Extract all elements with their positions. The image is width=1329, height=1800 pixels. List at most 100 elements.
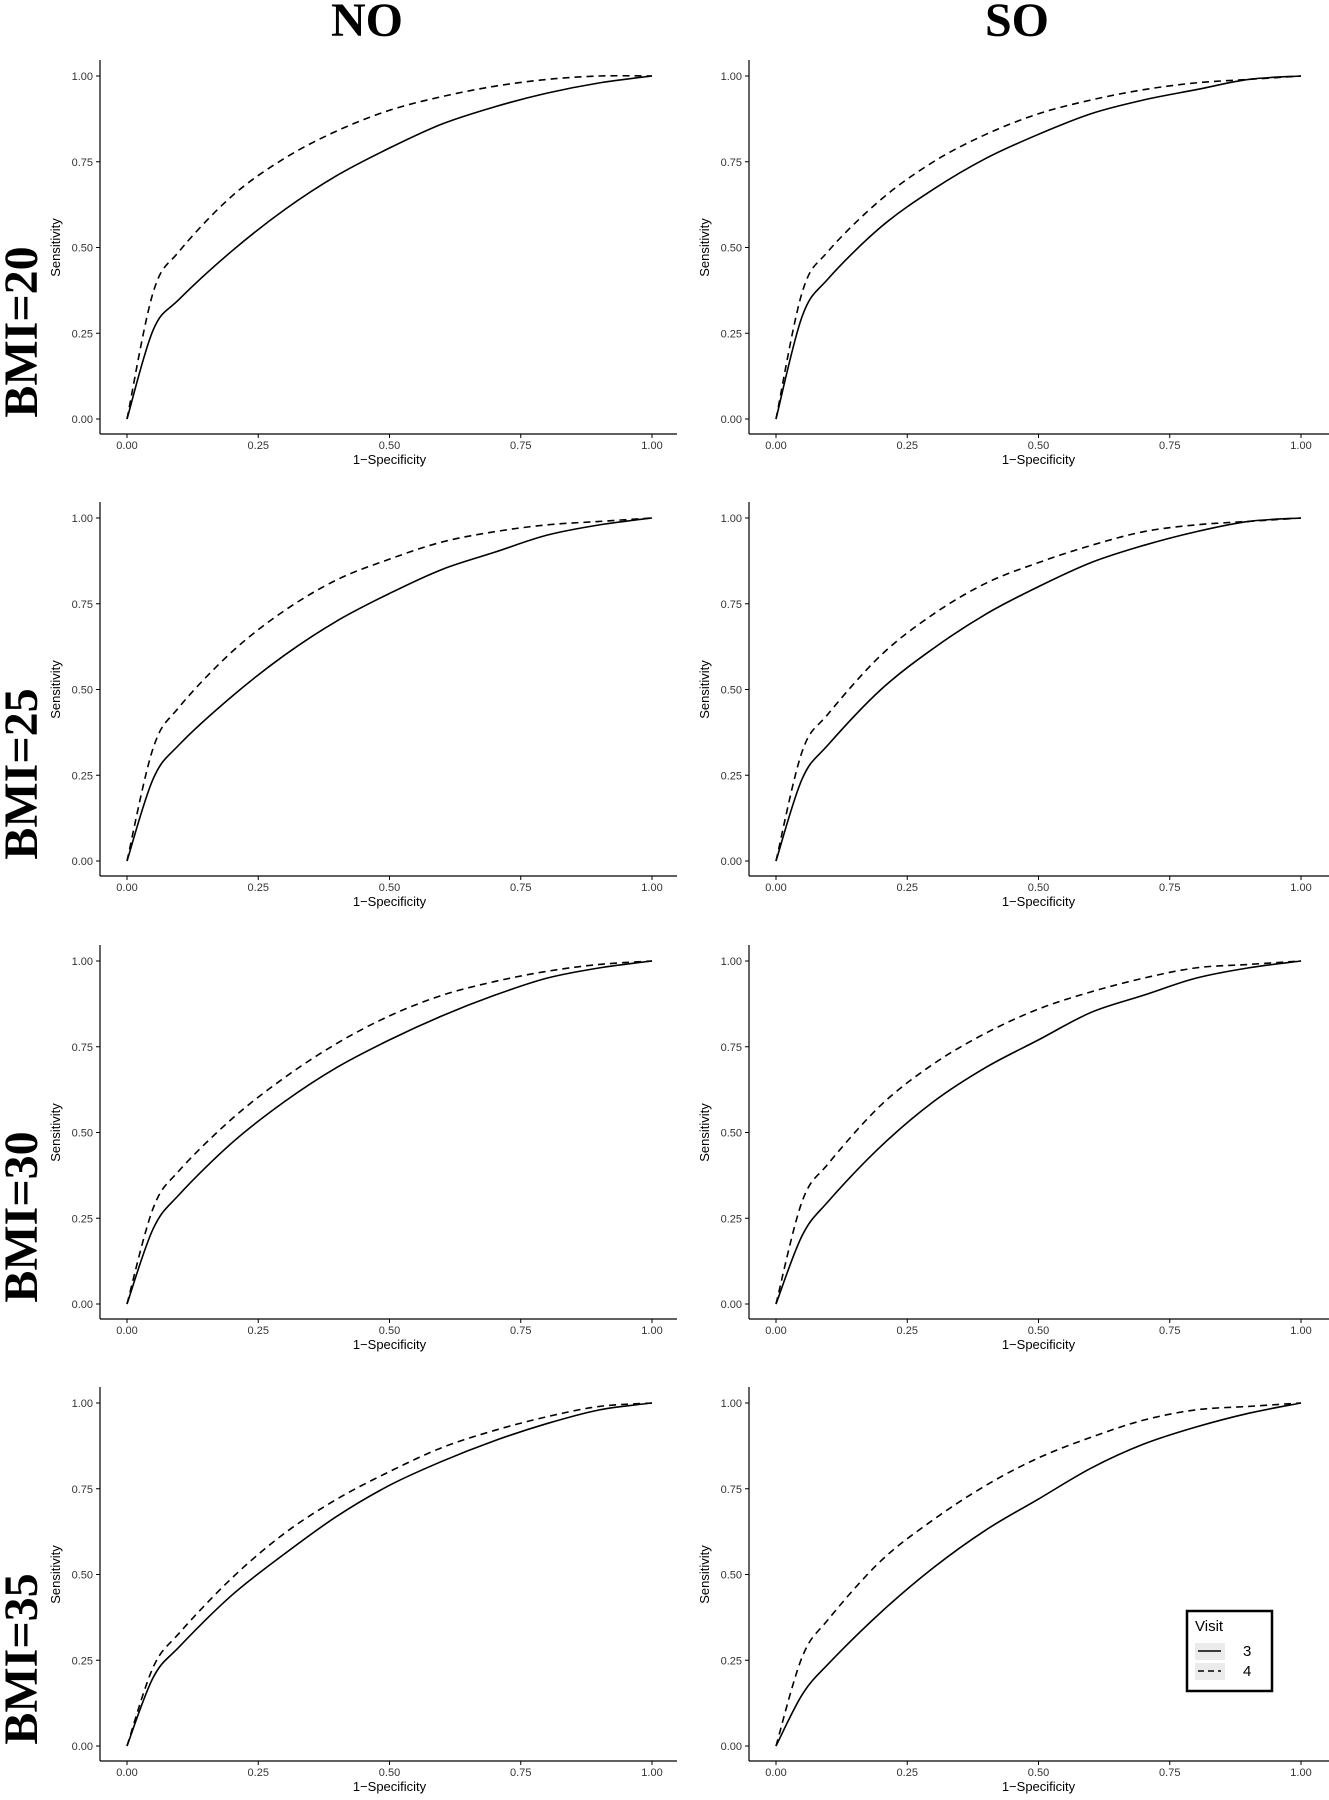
legend-label: 3 <box>1243 1643 1251 1660</box>
roc-curve-visit-4 <box>126 960 653 1305</box>
y-axis-title: Sensitivity <box>48 1103 63 1162</box>
y-tick-label: 0.00 <box>721 1741 742 1753</box>
x-tick-label: 0.75 <box>1159 882 1180 894</box>
y-tick-label: 1.00 <box>721 1398 742 1410</box>
x-tick-label: 0.25 <box>897 440 918 452</box>
row-title-bmi-25: BMI=25 <box>0 688 48 859</box>
panel-no-bmi-20: 0.00 0.25 0.50 0.75 1.00 0.00 0.25 0.50 0.75 1.00… <box>48 60 677 467</box>
x-tick-label: 0.75 <box>510 1325 531 1337</box>
y-tick-label: 0.75 <box>721 599 742 611</box>
roc-curve-visit-3 <box>775 960 1302 1305</box>
x-axis-title: 1−Specificity <box>353 894 427 909</box>
x-tick-label: 0.25 <box>897 1767 918 1779</box>
y-axis-title: Sensitivity <box>48 660 63 719</box>
y-tick-label: 0.25 <box>721 1655 742 1667</box>
x-tick-label: 0.75 <box>1159 1767 1180 1779</box>
roc-curve-visit-3 <box>126 1402 653 1747</box>
x-tick-label: 1.00 <box>1290 882 1311 894</box>
y-tick-label: 0.50 <box>72 243 93 255</box>
y-tick-label: 0.00 <box>721 414 742 426</box>
y-axis-title: Sensitivity <box>697 218 712 277</box>
y-tick-label: 0.25 <box>721 328 742 340</box>
y-tick-label: 0.50 <box>721 1570 742 1582</box>
y-axis-title: Sensitivity <box>697 1545 712 1604</box>
x-tick-label: 0.75 <box>510 1767 531 1779</box>
panel-no-bmi-25: 0.00 0.25 0.50 0.75 1.00 0.00 0.25 0.50 0.75 1.00… <box>48 502 677 909</box>
x-axis-title: 1−Specificity <box>353 1779 427 1794</box>
x-axis-title: 1−Specificity <box>1002 1779 1076 1794</box>
y-tick-label: 0.25 <box>72 1655 93 1667</box>
x-tick-label: 0.75 <box>1159 1325 1180 1337</box>
y-tick-label: 0.50 <box>721 243 742 255</box>
x-tick-label: 0.50 <box>1028 1767 1049 1779</box>
column-title-no: NO <box>331 0 403 47</box>
roc-curve-visit-3 <box>126 517 653 862</box>
y-tick-label: 0.75 <box>72 1484 93 1496</box>
x-tick-label: 0.50 <box>379 1767 400 1779</box>
y-tick-label: 0.75 <box>72 157 93 169</box>
panel-so-bmi-35: 0.00 0.25 0.50 0.75 1.00 0.00 0.25 0.50 0.75 1.00… <box>697 1387 1329 1794</box>
roc-curve-visit-4 <box>775 960 1302 1305</box>
x-tick-label: 0.00 <box>765 1767 786 1779</box>
roc-curve-visit-4 <box>126 517 653 862</box>
roc-curve-visit-4 <box>775 517 1302 862</box>
x-tick-label: 0.00 <box>116 1767 137 1779</box>
x-tick-label: 0.50 <box>1028 882 1049 894</box>
x-tick-label: 1.00 <box>1290 1767 1311 1779</box>
x-tick-label: 1.00 <box>641 1325 662 1337</box>
roc-curve-visit-4 <box>775 75 1302 420</box>
x-tick-label: 1.00 <box>1290 440 1311 452</box>
y-tick-label: 0.50 <box>72 1570 93 1582</box>
x-tick-label: 1.00 <box>641 882 662 894</box>
y-tick-label: 1.00 <box>72 513 93 525</box>
x-axis-title: 1−Specificity <box>1002 894 1076 909</box>
y-tick-label: 1.00 <box>721 513 742 525</box>
roc-curve-visit-4 <box>126 74 653 420</box>
y-tick-label: 0.50 <box>721 685 742 697</box>
x-tick-label: 1.00 <box>1290 1325 1311 1337</box>
x-axis-title: 1−Specificity <box>1002 452 1076 467</box>
x-tick-label: 0.25 <box>248 882 269 894</box>
y-tick-label: 1.00 <box>72 1398 93 1410</box>
y-tick-label: 0.50 <box>72 1128 93 1140</box>
y-tick-label: 0.00 <box>72 1741 93 1753</box>
y-tick-label: 1.00 <box>721 956 742 968</box>
row-title-bmi-30: BMI=30 <box>0 1131 48 1302</box>
legend: Visit 3 4 <box>1185 1609 1274 1693</box>
x-tick-label: 0.25 <box>248 1325 269 1337</box>
roc-curve-visit-3 <box>775 517 1302 862</box>
panel-no-bmi-35: 0.00 0.25 0.50 0.75 1.00 0.00 0.25 0.50 0.75 1.00… <box>48 1387 677 1794</box>
x-tick-label: 0.25 <box>897 1325 918 1337</box>
panel-so-bmi-25: 0.00 0.25 0.50 0.75 1.00 0.00 0.25 0.50 0.75 1.00… <box>697 502 1329 909</box>
x-tick-label: 0.25 <box>897 882 918 894</box>
facet-titles: NO SO BMI=20 BMI=25 BMI=30 BMI=35 <box>0 0 1049 1745</box>
panel-no-bmi-30: 0.00 0.25 0.50 0.75 1.00 0.00 0.25 0.50 0.75 1.00… <box>48 945 677 1352</box>
y-tick-label: 0.75 <box>72 599 93 611</box>
y-tick-label: 1.00 <box>721 71 742 83</box>
row-title-bmi-35: BMI=35 <box>0 1573 48 1744</box>
x-tick-label: 0.25 <box>248 440 269 452</box>
x-tick-label: 1.00 <box>641 440 662 452</box>
x-tick-label: 0.50 <box>379 882 400 894</box>
x-tick-label: 0.00 <box>765 440 786 452</box>
x-tick-label: 0.00 <box>116 440 137 452</box>
y-tick-label: 0.00 <box>72 1299 93 1311</box>
roc-curve-visit-3 <box>126 960 653 1305</box>
y-tick-label: 0.50 <box>72 685 93 697</box>
panel-so-bmi-30: 0.00 0.25 0.50 0.75 1.00 0.00 0.25 0.50 0.75 1.00… <box>697 945 1329 1352</box>
x-axis-title: 1−Specificity <box>353 1337 427 1352</box>
y-tick-label: 0.25 <box>721 770 742 782</box>
y-tick-label: 0.75 <box>721 1484 742 1496</box>
y-tick-label: 1.00 <box>72 956 93 968</box>
x-tick-label: 0.00 <box>116 1325 137 1337</box>
x-tick-label: 0.75 <box>510 440 531 452</box>
y-tick-label: 0.75 <box>72 1042 93 1054</box>
x-tick-label: 0.25 <box>248 1767 269 1779</box>
y-axis-title: Sensitivity <box>697 1103 712 1162</box>
y-tick-label: 0.50 <box>721 1128 742 1140</box>
y-tick-label: 0.75 <box>721 157 742 169</box>
y-axis-title: Sensitivity <box>48 1545 63 1604</box>
x-tick-label: 0.00 <box>765 1325 786 1337</box>
y-tick-label: 0.75 <box>721 1042 742 1054</box>
